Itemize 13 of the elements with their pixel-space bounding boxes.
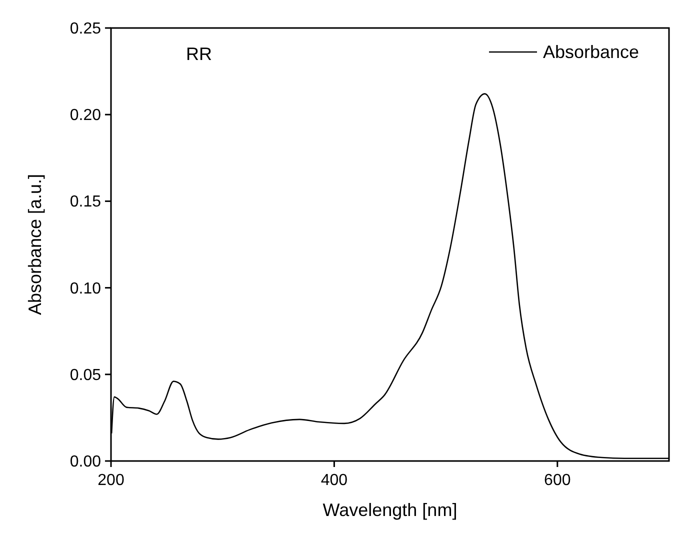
legend-label: Absorbance [543,42,640,62]
y-tick-label: 0.20 [70,107,102,124]
x-tick-label: 600 [544,472,571,489]
y-tick-label: 0.00 [70,454,102,470]
x-tick-label: 200 [98,472,124,489]
x-tick-label: 400 [320,472,348,489]
y-tick-label: 0.05 [70,366,102,384]
y-tick-label: 0.25 [70,20,102,38]
y-tick-label: 0.10 [70,280,102,298]
y-tick-label: 0.15 [70,194,102,211]
annotation: RR [186,44,212,64]
y-axis-title: Absorbance [a.u.] [25,174,45,316]
x-axis-title: Wavelength [nm] [322,500,458,520]
